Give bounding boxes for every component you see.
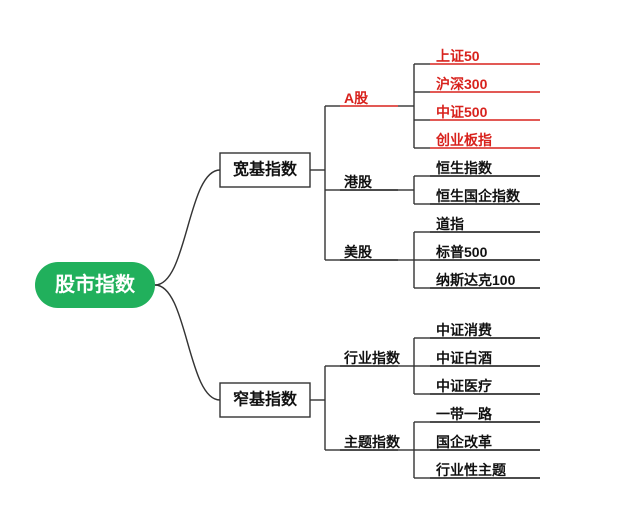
l1-label-broad: 宽基指数 bbox=[233, 160, 298, 179]
l2-label-a-share: A股 bbox=[344, 90, 369, 106]
l2-label-us: 美股 bbox=[344, 244, 373, 260]
leaf-label: 沪深300 bbox=[436, 76, 488, 92]
leaf-label: 行业性主题 bbox=[435, 462, 507, 478]
leaf-label: 道指 bbox=[436, 216, 464, 232]
root-label: 股市指数 bbox=[55, 272, 136, 296]
l2-label-hk: 港股 bbox=[344, 174, 373, 190]
leaf-label: 标普500 bbox=[435, 244, 488, 260]
connector-root-broad bbox=[155, 170, 220, 285]
leaf-label: 中证消费 bbox=[436, 322, 492, 338]
leaf-label: 中证白酒 bbox=[436, 350, 492, 366]
leaf-label: 恒生指数 bbox=[436, 160, 493, 176]
leaf-label: 创业板指 bbox=[435, 132, 492, 148]
leaf-label: 恒生国企指数 bbox=[436, 188, 521, 204]
l1-label-narrow: 窄基指数 bbox=[233, 390, 298, 409]
l2-label-theme: 主题指数 bbox=[344, 434, 401, 450]
l2-label-sector: 行业指数 bbox=[343, 350, 401, 366]
leaf-label: 一带一路 bbox=[436, 406, 493, 422]
leaf-label: 上证50 bbox=[436, 48, 480, 64]
leaf-label: 国企改革 bbox=[436, 434, 492, 450]
leaf-label: 中证500 bbox=[436, 104, 488, 120]
leaf-label: 纳斯达克100 bbox=[436, 272, 516, 288]
connector-root-narrow bbox=[155, 285, 220, 400]
leaf-label: 中证医疗 bbox=[436, 378, 492, 394]
